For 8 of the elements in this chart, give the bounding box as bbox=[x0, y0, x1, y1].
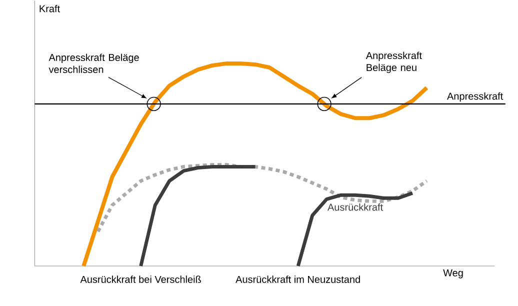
text: Ausrückkraft bei Verschleiß bbox=[80, 276, 201, 283]
ref-line-label: Anpresskraft bbox=[447, 92, 504, 102]
text: Kraft bbox=[40, 4, 60, 12]
text: Ausrückkraft im Neuzustand bbox=[236, 276, 360, 283]
annotation: Anpresskraft Beläge neu bbox=[366, 52, 422, 74]
x-axis-title: Weg bbox=[443, 269, 463, 278]
annotation: Anpresskraft Beläge verschlissen bbox=[48, 54, 139, 74]
series-label: Ausrückkraft bbox=[328, 203, 383, 211]
